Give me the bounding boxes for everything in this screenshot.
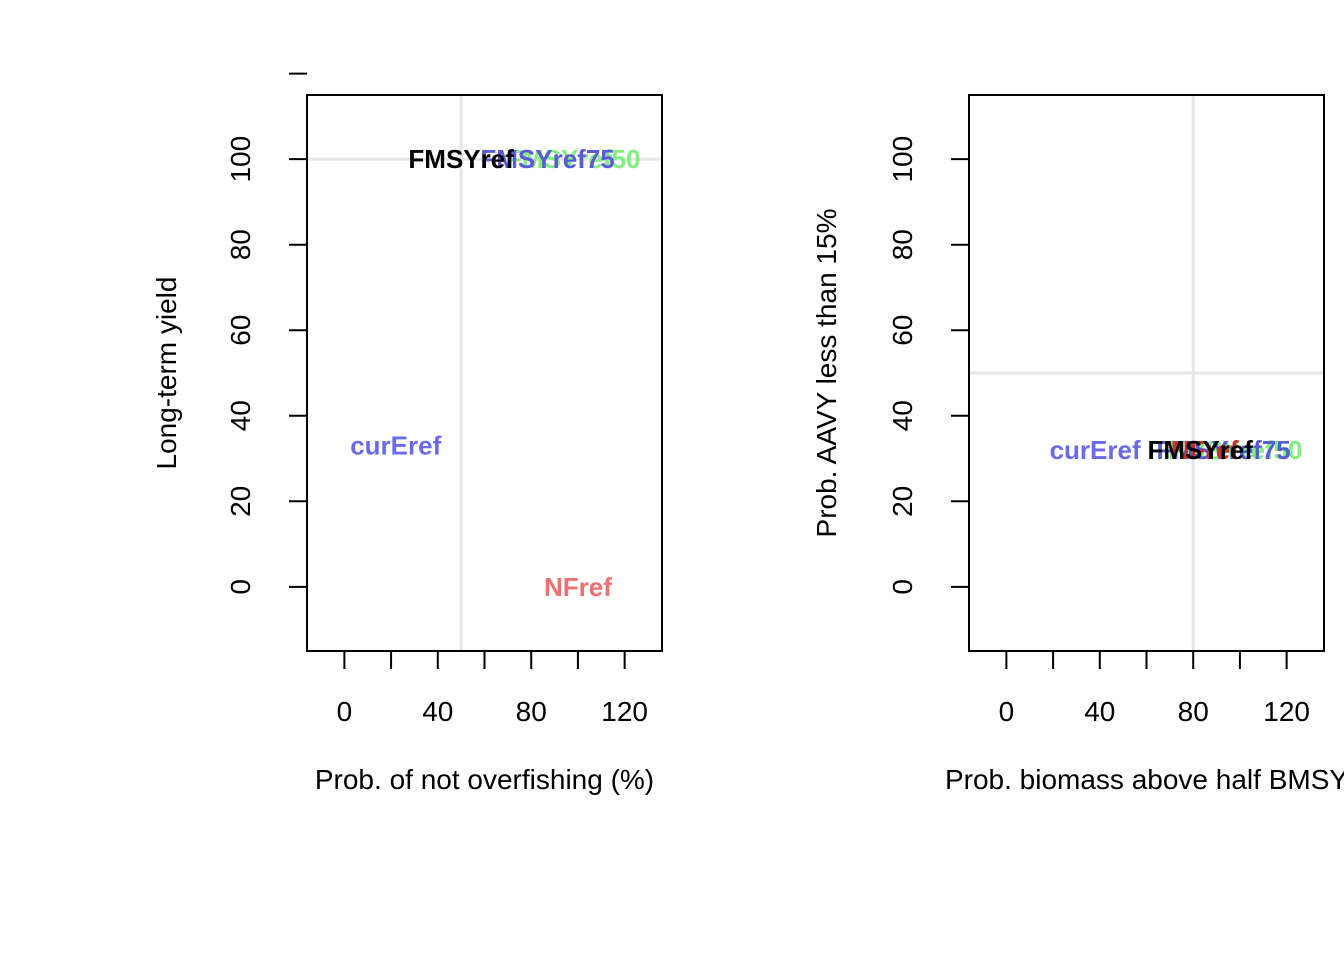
x-tick-label: 0 [337,696,353,727]
point-label-cureref: curEref [350,431,441,461]
x-tick-label: 40 [422,696,453,727]
panel-2: 0 40 80 120 0 20 40 60 80 100 Prob. biomass above … [811,94,1344,795]
point-label-nfref: NFref [1171,435,1239,465]
y-tick-label: 60 [225,315,256,346]
x-tick-label: 40 [1084,696,1115,727]
y-tick-label: 80 [887,229,918,260]
plot-frame [306,94,663,652]
y-tick-label: 20 [887,486,918,517]
y-axis-label: Long-term yield [151,277,182,470]
point-label-nfref: NFref [544,572,612,602]
point-label-fmsyref75: FMSYref75 [1156,435,1290,465]
point-label-fmsyref: FMSYref [1147,435,1253,465]
y-tick-label: 0 [225,579,256,595]
x-tick-label: 120 [601,696,648,727]
y-tick-label: 20 [225,486,256,517]
y-axis-label: Prob. AAVY less than 15% [811,209,842,538]
panel-1: 0 40 80 120 0 20 40 60 80 100 Prob. of not overfis… [151,72,663,795]
y-tick-label: 100 [887,136,918,183]
y-tick-label: 80 [225,229,256,260]
y-tick-label: 40 [225,400,256,431]
x-tick-label: 80 [1178,696,1209,727]
x-tick-label: 0 [999,696,1015,727]
y-tick-label: 40 [887,400,918,431]
x-tick-label: 120 [1263,696,1310,727]
point-label-fmsyref50: FMSYref50 [506,144,640,174]
x-tick-label: 80 [516,696,547,727]
point-label-cureref: curEref [1050,435,1141,465]
y-tick-label: 100 [225,136,256,183]
x-axis-label: Prob. biomass above half BMSY [945,764,1344,795]
y-tick-label: 0 [887,579,918,595]
point-label-fmsyref50: FMSYref50 [1168,435,1302,465]
point-label-fmsyref: FMSYref [408,144,514,174]
point-label-fmsyref75: FMSYref75 [480,144,614,174]
y-tick-label: 60 [887,315,918,346]
x-axis-label: Prob. of not overfishing (%) [315,764,654,795]
